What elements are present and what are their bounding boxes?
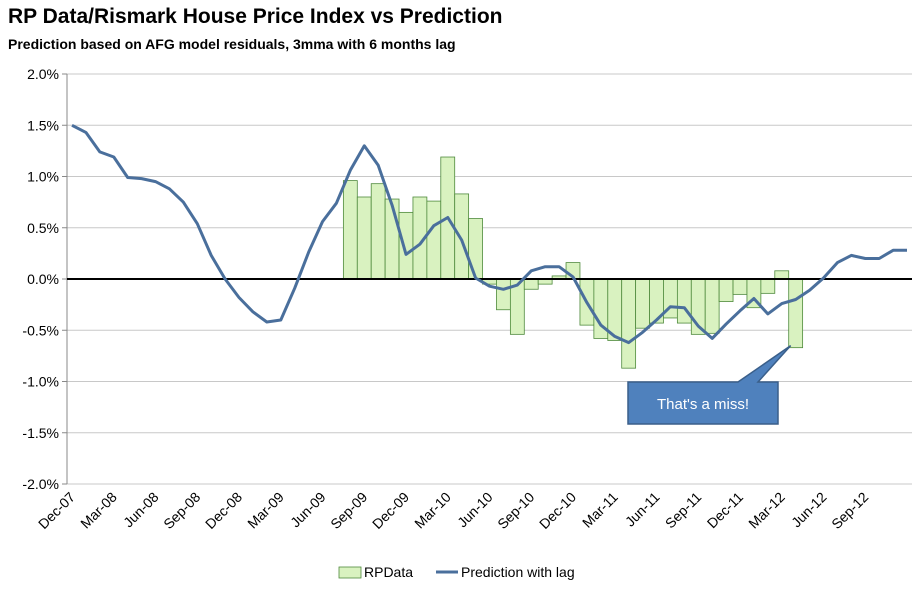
y-tick-label: 2.0% xyxy=(27,66,59,82)
legend-label-rpdata: RPData xyxy=(364,564,413,580)
x-tick-label: Jun-08 xyxy=(120,489,162,531)
bar-rpdata xyxy=(774,270,790,280)
x-tick-label: Sep-12 xyxy=(828,489,871,532)
chart-subtitle: Prediction based on AFG model residuals,… xyxy=(8,36,456,52)
bar-rpdata xyxy=(718,278,734,302)
bar-rpdata xyxy=(621,278,637,369)
bar-rpdata xyxy=(468,218,483,280)
axes: 2.0% 1.5% 1.0% 0.5% 0.0% -0.5% -1.0% -1.5% -2.0%… xyxy=(22,66,912,532)
callout-box xyxy=(627,345,792,425)
x-tick-label: Jun-09 xyxy=(287,489,329,531)
x-tick-label: Dec-07 xyxy=(35,489,78,532)
bar-rpdata xyxy=(384,198,400,280)
y-tick-label: -1.5% xyxy=(22,425,59,441)
bar-series-rpdata xyxy=(342,156,804,369)
bar-rpdata xyxy=(370,183,386,280)
x-tick-label: Mar-11 xyxy=(579,489,621,531)
x-tick-label: Mar-08 xyxy=(77,489,120,532)
x-tick-label: Dec-10 xyxy=(536,489,579,532)
y-tick-label: -0.5% xyxy=(22,322,59,338)
bar-rpdata xyxy=(454,193,470,280)
bar-rpdata xyxy=(788,278,804,349)
y-tick-label: 1.5% xyxy=(27,117,59,133)
x-tick-label: Sep-09 xyxy=(327,489,370,532)
bar-rpdata xyxy=(398,211,414,280)
y-tick-label: -1.0% xyxy=(22,374,59,390)
bar-rpdata xyxy=(760,278,776,294)
chart-title: RP Data/Rismark House Price Index vs Pre… xyxy=(8,5,503,28)
y-tick-label: 1.0% xyxy=(27,169,59,185)
legend: RPData Prediction with lag xyxy=(338,564,575,580)
bar-rpdata xyxy=(732,278,748,295)
x-tick-label: Jun-12 xyxy=(788,489,830,531)
callout: That's a miss! xyxy=(627,345,792,425)
x-tick-label: Sep-08 xyxy=(160,489,203,532)
bar-rpdata xyxy=(704,278,720,334)
x-tick-label: Jun-11 xyxy=(622,489,663,530)
bar-rpdata xyxy=(635,278,650,329)
y-tick-label: 0.0% xyxy=(27,271,59,287)
x-tick-label: Dec-09 xyxy=(369,489,412,532)
line-prediction-with-lag xyxy=(71,123,907,345)
x-tick-label: Mar-12 xyxy=(745,489,788,532)
x-tick-label: Mar-10 xyxy=(411,489,454,532)
x-tick-label: Mar-09 xyxy=(244,489,287,532)
bar-rpdata xyxy=(356,196,372,280)
bar-rpdata xyxy=(342,180,358,280)
legend-label-prediction: Prediction with lag xyxy=(461,564,575,580)
x-tick-label: Dec-11 xyxy=(704,489,747,532)
x-tick-label: Dec-08 xyxy=(202,489,245,532)
y-tick-label: 0.5% xyxy=(27,220,59,236)
y-tick-label: -2.0% xyxy=(22,476,59,492)
callout-text: That's a miss! xyxy=(657,396,749,413)
bar-rpdata xyxy=(426,200,442,280)
bar-rpdata xyxy=(496,278,511,311)
x-tick-label: Jun-10 xyxy=(454,489,496,531)
x-tick-label: Sep-11 xyxy=(662,489,705,532)
x-tick-label: Sep-10 xyxy=(494,489,537,532)
bar-rpdata xyxy=(523,278,539,290)
legend-swatch-rpdata xyxy=(338,566,362,579)
line-series-prediction xyxy=(71,123,907,345)
